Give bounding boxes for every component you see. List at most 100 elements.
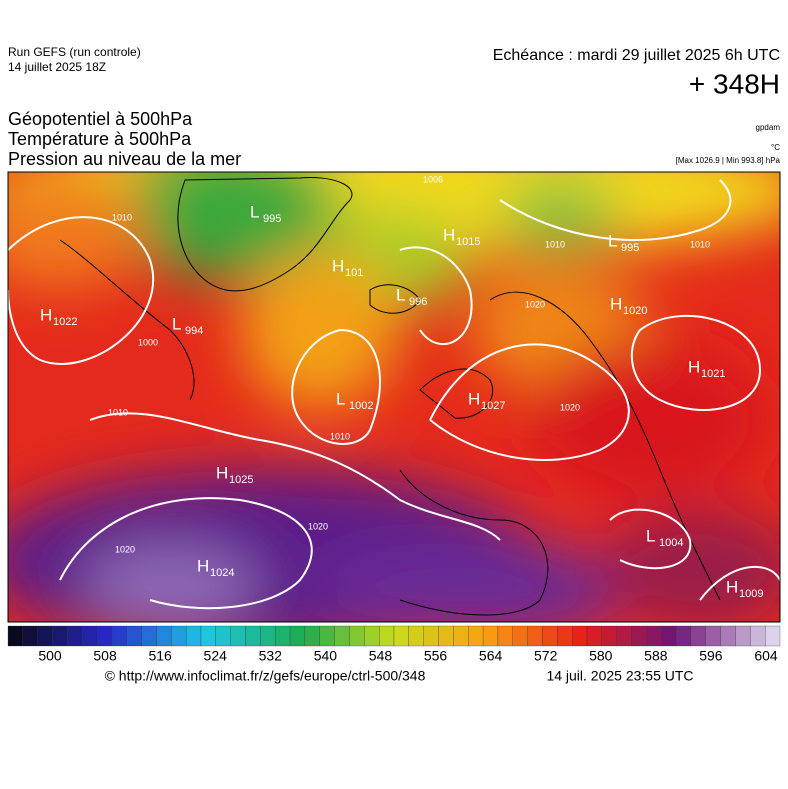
colorbar-swatch bbox=[572, 625, 588, 647]
contour-label: 1010 bbox=[545, 239, 565, 249]
colorbar-swatch bbox=[334, 625, 350, 647]
contour-label: 1000 bbox=[138, 337, 158, 347]
timestamp: 14 juil. 2025 23:55 UTC bbox=[546, 668, 693, 684]
colorbar-tick-label: 508 bbox=[93, 648, 117, 664]
center-type: L bbox=[608, 231, 617, 250]
center-value: 996 bbox=[409, 296, 427, 308]
colorbar-swatch bbox=[646, 625, 662, 647]
unit-geopotential: gpdam bbox=[756, 123, 781, 132]
colorbar-swatch bbox=[111, 625, 127, 647]
center-value: 1020 bbox=[623, 305, 647, 317]
source-url: © http://www.infoclimat.fr/z/gefs/europe… bbox=[105, 668, 426, 684]
center-type: L bbox=[172, 314, 181, 333]
colorbar-swatch bbox=[186, 625, 202, 647]
center-type: H bbox=[332, 256, 344, 275]
colorbar-swatch bbox=[557, 625, 573, 647]
center-value: 1015 bbox=[456, 236, 480, 248]
colorbar-swatch bbox=[705, 625, 721, 647]
contour-label: 1010 bbox=[112, 212, 132, 222]
colorbar-swatch bbox=[200, 625, 216, 647]
colorbar-swatch bbox=[37, 625, 53, 647]
colorbar-swatch bbox=[364, 625, 380, 647]
colorbar-swatch bbox=[349, 625, 365, 647]
colorbar-swatch bbox=[423, 625, 439, 647]
contour-label: 1010 bbox=[108, 407, 128, 417]
run-name: Run GEFS (run controle) bbox=[8, 45, 141, 59]
colorbar-swatch bbox=[616, 625, 632, 647]
colorbar-swatch bbox=[631, 625, 647, 647]
colorbar-tick-label: 556 bbox=[424, 648, 448, 664]
colorbar-swatch bbox=[765, 625, 781, 647]
colorbar-swatch bbox=[22, 625, 38, 647]
contour-label: 1010 bbox=[330, 431, 350, 441]
center-type: H bbox=[40, 305, 52, 324]
colorbar-swatch bbox=[230, 625, 246, 647]
forecast-time: Echéance : mardi 29 juillet 2025 6h UTC bbox=[493, 47, 780, 64]
center-type: H bbox=[468, 389, 480, 408]
colorbar-swatch bbox=[438, 625, 454, 647]
colorbar-swatch bbox=[289, 625, 306, 647]
title-geopotential: Géopotentiel à 500hPa bbox=[8, 109, 193, 129]
center-type: H bbox=[610, 294, 622, 313]
center-value: 994 bbox=[185, 325, 203, 337]
colorbar-swatch bbox=[393, 625, 409, 647]
colorbar-swatch bbox=[319, 625, 335, 647]
colorbar-tick-label: 516 bbox=[148, 648, 172, 664]
colorbar: 500 508 516 524 532 540 548 556 564 572 580 588 596 6… bbox=[7, 625, 781, 664]
colorbar-swatch bbox=[156, 625, 172, 647]
colorbar-swatch bbox=[245, 625, 261, 647]
run-date: 14 juillet 2025 18Z bbox=[8, 60, 106, 74]
center-value: 1027 bbox=[481, 400, 505, 412]
colorbar-swatch bbox=[601, 625, 617, 647]
center-type: H bbox=[443, 225, 455, 244]
center-value: 1024 bbox=[210, 567, 234, 579]
colorbar-swatch bbox=[275, 625, 291, 647]
contour-label: 1020 bbox=[525, 299, 545, 309]
colorbar-swatch bbox=[260, 625, 276, 647]
colorbar-swatch bbox=[171, 625, 187, 647]
colorbar-tick-label: 548 bbox=[369, 648, 393, 664]
colorbar-swatch bbox=[215, 625, 231, 647]
center-value: 1009 bbox=[739, 588, 763, 600]
center-type: H bbox=[726, 577, 738, 596]
center-type: H bbox=[197, 556, 209, 575]
colorbar-swatch bbox=[735, 625, 751, 647]
colorbar-tick-label: 604 bbox=[754, 648, 778, 664]
center-value: 1025 bbox=[229, 474, 253, 486]
colorbar-swatch bbox=[542, 625, 558, 647]
lead-time: + 348H bbox=[689, 68, 780, 99]
title-pressure: Pression au niveau de la mer bbox=[8, 149, 241, 169]
center-value: 995 bbox=[263, 213, 281, 225]
colorbar-swatch bbox=[408, 625, 424, 647]
colorbar-swatch bbox=[675, 625, 692, 647]
center-type: H bbox=[688, 357, 700, 376]
center-type: L bbox=[336, 389, 345, 408]
colorbar-tick-label: 572 bbox=[534, 648, 558, 664]
center-value: 1004 bbox=[659, 537, 683, 549]
colorbar-swatch bbox=[497, 625, 513, 647]
colorbar-swatch bbox=[468, 625, 484, 647]
colorbar-swatch bbox=[82, 625, 98, 647]
colorbar-swatch bbox=[690, 625, 706, 647]
colorbar-tick-label: 532 bbox=[259, 648, 283, 664]
center-value: 1002 bbox=[349, 400, 373, 412]
colorbar-swatch bbox=[96, 625, 113, 647]
center-type: L bbox=[250, 202, 259, 221]
center-value: 995 bbox=[621, 242, 639, 254]
center-value: 1021 bbox=[701, 368, 725, 380]
title-temperature: Température à 500hPa bbox=[8, 129, 192, 149]
center-type: L bbox=[646, 526, 655, 545]
contour-label: 1020 bbox=[115, 544, 135, 554]
colorbar-swatch bbox=[52, 625, 68, 647]
colorbar-tick-label: 500 bbox=[38, 648, 62, 664]
contour-label: 1020 bbox=[560, 402, 580, 412]
colorbar-swatch bbox=[67, 625, 83, 647]
colorbar-swatch bbox=[304, 625, 320, 647]
colorbar-tick-label: 564 bbox=[479, 648, 503, 664]
map-field bbox=[8, 172, 780, 622]
colorbar-swatch bbox=[453, 625, 469, 647]
colorbar-tick-label: 580 bbox=[589, 648, 613, 664]
